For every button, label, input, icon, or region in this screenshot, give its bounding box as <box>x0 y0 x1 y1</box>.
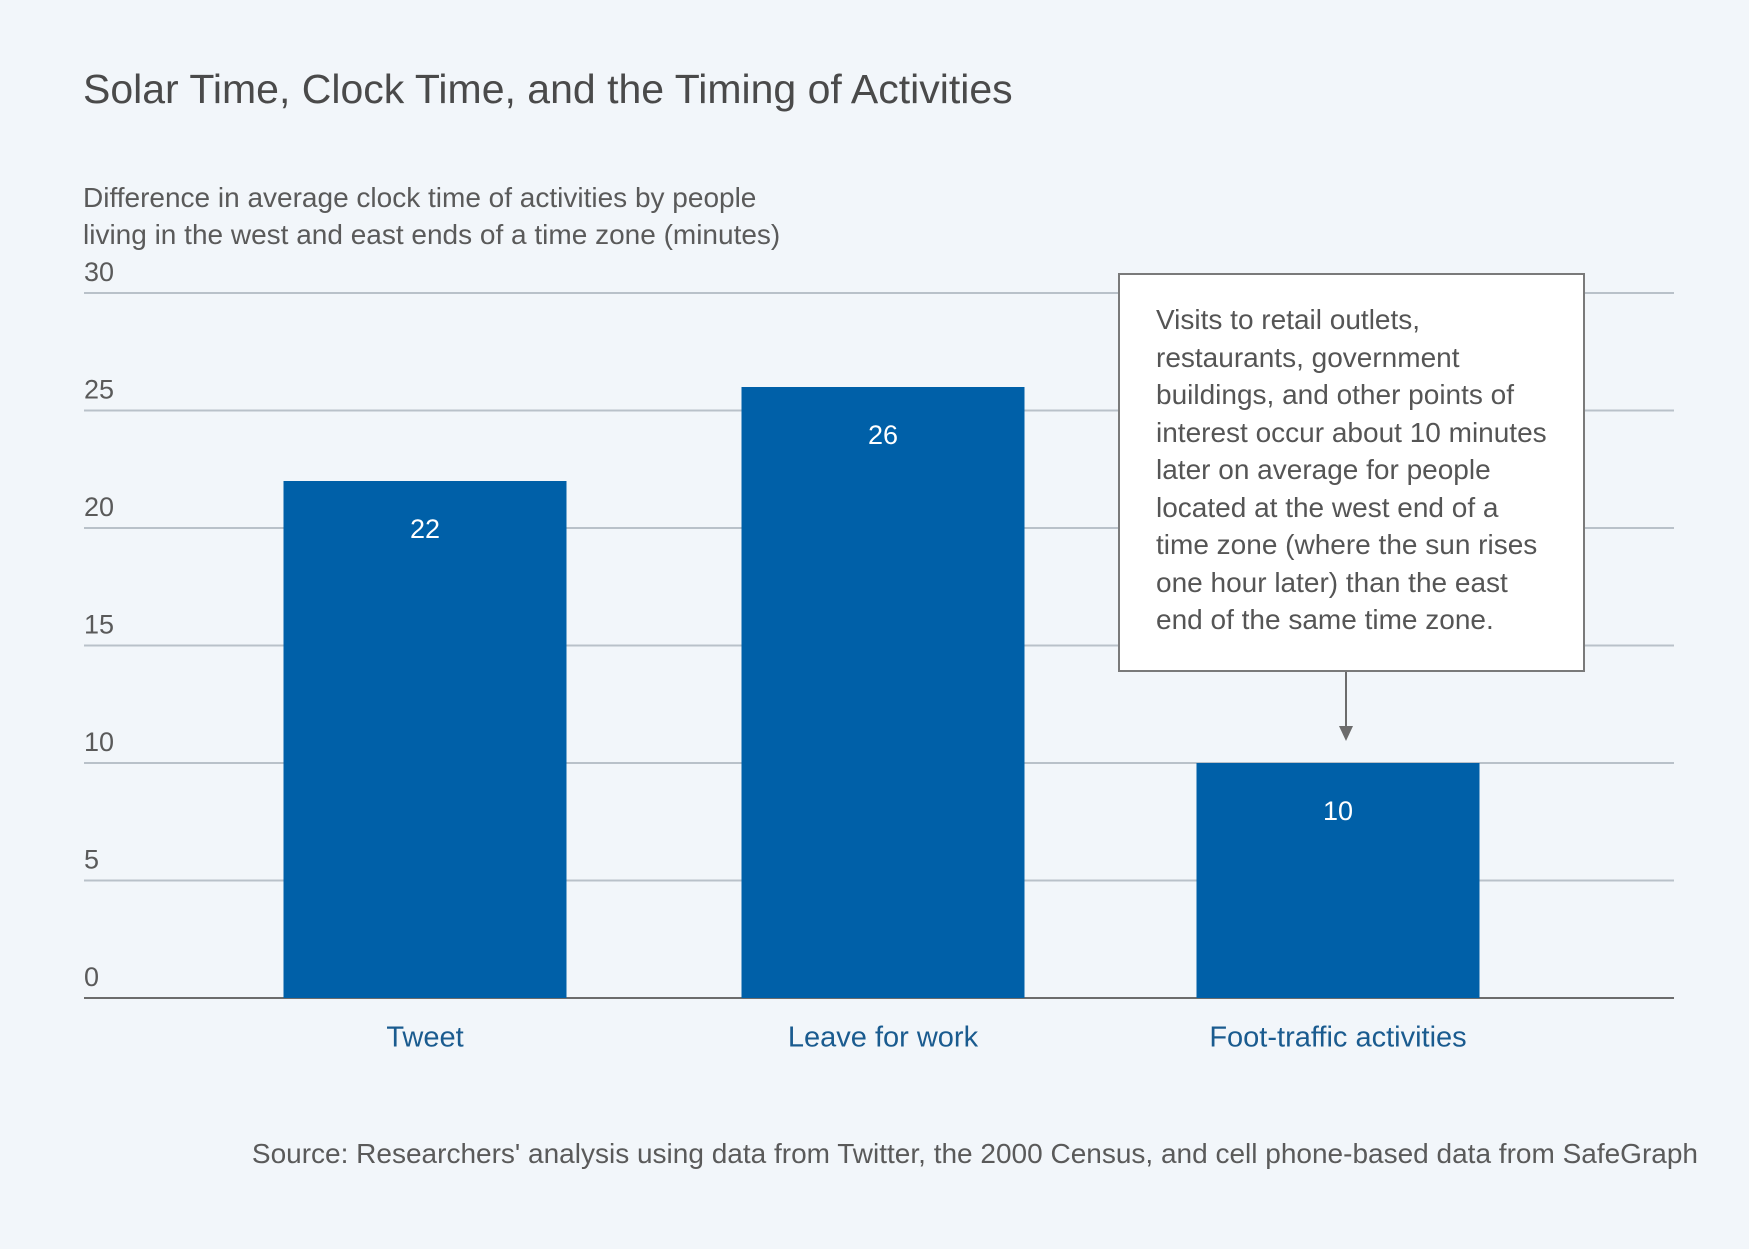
y-tick-label: 5 <box>84 845 99 875</box>
x-tick-label: Tweet <box>386 1022 463 1054</box>
x-tick-label: Foot-traffic activities <box>1209 1022 1466 1054</box>
bar <box>283 481 567 998</box>
bar <box>1196 763 1480 998</box>
value-label: 26 <box>868 420 898 450</box>
y-tick-label: 0 <box>84 962 99 992</box>
y-tick-label: 15 <box>84 610 114 640</box>
bar <box>741 387 1025 998</box>
source: Source: Researchers' analysis using data… <box>251 1138 1698 1169</box>
y-tick-label: 10 <box>84 727 114 757</box>
chart-title: Solar Time, Clock Time, and the Timing o… <box>83 66 1013 112</box>
value-label: 22 <box>410 514 440 544</box>
y-tick-label: 30 <box>84 257 114 287</box>
y-tick-label: 20 <box>84 492 114 522</box>
value-label: 10 <box>1323 796 1353 826</box>
arrow-head <box>1339 726 1353 741</box>
x-tick-label: Leave for work <box>788 1022 979 1054</box>
y-axis-label: Difference in average clock time of acti… <box>83 182 781 250</box>
y-tick-label: 25 <box>84 375 114 405</box>
annotation: Visits to retail outlets, restaurants, g… <box>1118 273 1585 672</box>
